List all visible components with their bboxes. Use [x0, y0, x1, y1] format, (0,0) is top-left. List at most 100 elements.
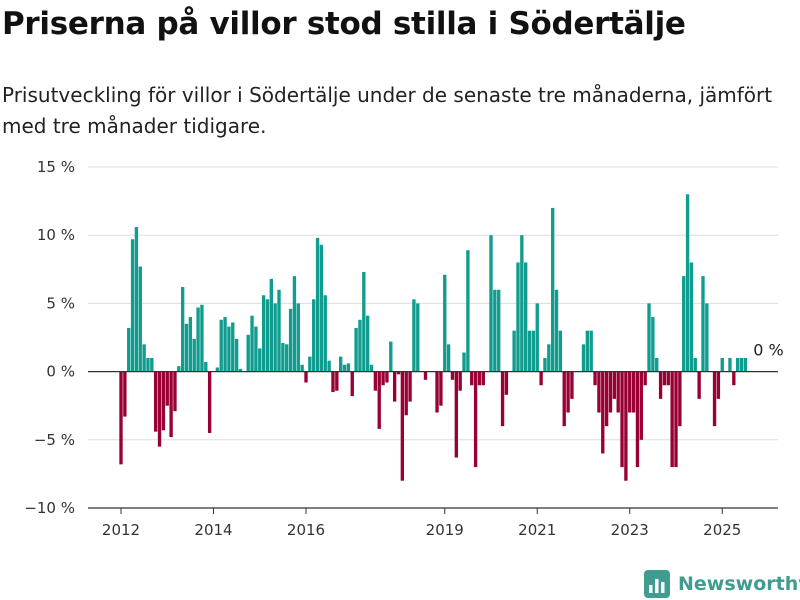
bar [192, 338, 196, 372]
bar [165, 371, 169, 406]
brand-name: Newsworthy [678, 573, 800, 595]
bar [269, 278, 273, 372]
bar [732, 371, 736, 386]
chart-title: Priserna på villor stod stilla i Södertä… [2, 6, 686, 42]
bar [169, 371, 173, 438]
bar [238, 368, 243, 372]
bar [180, 287, 185, 372]
bar [362, 272, 366, 372]
bar [443, 274, 447, 372]
bar [408, 371, 412, 402]
y-tick-label: 15 % [37, 158, 75, 176]
bar [373, 371, 378, 391]
bar [381, 371, 385, 386]
bar-series [119, 194, 748, 481]
bar [566, 371, 570, 413]
bar [512, 330, 516, 372]
x-tick-label: 2012 [102, 521, 140, 539]
bar [497, 289, 501, 372]
bar [643, 371, 647, 386]
bar [624, 371, 628, 481]
bar [365, 315, 370, 372]
bar [161, 371, 166, 431]
brand-logo[interactable]: Newsworthy [644, 569, 800, 599]
bar [562, 371, 566, 427]
bar [628, 371, 632, 413]
bar [500, 371, 505, 427]
bar [620, 371, 624, 468]
bar [127, 327, 131, 372]
bar [581, 344, 586, 372]
bar [728, 357, 732, 372]
bar [227, 326, 231, 372]
bar [119, 371, 123, 465]
bar [308, 356, 312, 372]
bar [558, 330, 563, 372]
bar [204, 362, 208, 372]
bar [516, 262, 520, 372]
bar [693, 357, 697, 372]
bar [154, 371, 158, 432]
bar [616, 371, 620, 413]
bar [234, 338, 239, 372]
bar [246, 334, 250, 372]
bar [666, 371, 670, 386]
bar [146, 357, 150, 372]
bar [369, 364, 374, 372]
bar [292, 276, 297, 372]
bar [554, 289, 559, 372]
y-tick-label: 5 % [46, 294, 75, 312]
bar [207, 371, 212, 433]
bar [570, 371, 574, 399]
axes: −10 % −5 % 0 % 5 % 10 % 15 % 2012 2014 2016 2019 2… [24, 158, 783, 539]
bar [265, 299, 270, 372]
bar [524, 262, 528, 372]
bar [658, 371, 663, 399]
bar [481, 371, 485, 386]
x-tick-label: 2021 [518, 521, 556, 539]
bar [254, 326, 258, 372]
bar [678, 371, 682, 427]
bar-chart-logo-icon [644, 570, 670, 598]
bar [470, 371, 474, 386]
bar [543, 357, 547, 372]
bar [589, 330, 593, 372]
bar [685, 194, 690, 372]
bar [223, 317, 227, 372]
bar [377, 371, 381, 429]
bar [651, 317, 655, 372]
bar [323, 295, 327, 372]
bar [134, 227, 139, 372]
bar [697, 371, 701, 399]
bar [535, 303, 539, 372]
bar [342, 364, 347, 372]
bar [454, 371, 458, 458]
bar [735, 357, 740, 372]
bar [412, 299, 416, 372]
bar [466, 250, 470, 372]
bar [489, 235, 493, 372]
bar [674, 371, 678, 468]
bar [593, 371, 597, 386]
bar [446, 344, 451, 372]
bar [743, 357, 748, 372]
bar [396, 371, 401, 375]
bar [689, 262, 694, 372]
bar [219, 319, 223, 372]
bar [473, 371, 478, 468]
bar [258, 348, 262, 372]
bar [130, 239, 135, 372]
bar [520, 235, 524, 372]
bar [177, 366, 181, 372]
bar [527, 330, 532, 372]
bar [416, 303, 420, 372]
bar [277, 289, 281, 372]
y-tick-label: 10 % [37, 226, 75, 244]
bar [123, 371, 127, 417]
bar [450, 371, 455, 380]
bar [608, 371, 613, 413]
bar [184, 323, 189, 372]
bar [435, 371, 439, 413]
bar [504, 371, 509, 395]
